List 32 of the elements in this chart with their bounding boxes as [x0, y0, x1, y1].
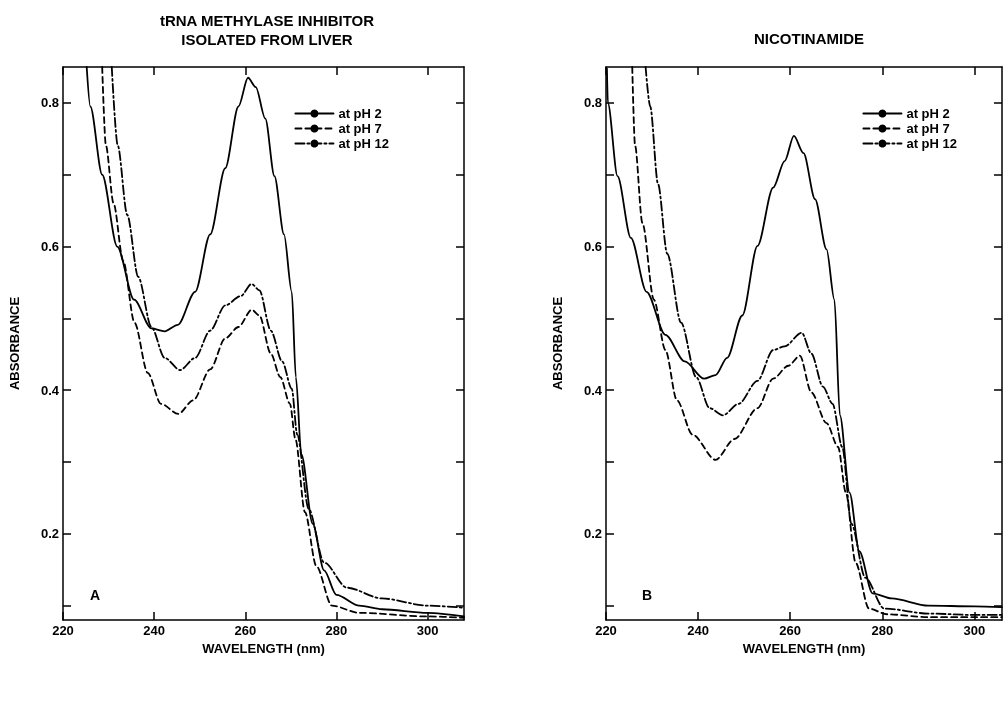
- chart-title: NICOTINAMIDE: [754, 30, 864, 47]
- y-axis-title: ABSORBANCE: [7, 296, 22, 391]
- x-axis-title: WAVELENGTH (nm): [202, 640, 325, 656]
- x-tick-label: 240: [687, 623, 709, 638]
- legend-label: at pH 7: [338, 121, 382, 136]
- y-tick-label: 0.2: [40, 526, 59, 542]
- y-tick-label: 0.6: [583, 239, 602, 255]
- x-tick-label: 300: [963, 623, 986, 638]
- y-tick-label: 0.2: [583, 526, 602, 542]
- legend-label: at pH 12: [906, 136, 958, 151]
- annotation: B: [642, 587, 653, 603]
- x-tick-label: 300: [416, 623, 439, 638]
- chart-title: tRNA METHYLASE INHIBITOR ISOLATED FROM LIVER: [159, 12, 375, 48]
- x-tick-label: 280: [325, 623, 348, 638]
- annotation: A: [90, 587, 101, 603]
- y-tick-label: 0.6: [40, 239, 59, 255]
- x-tick-label: 260: [234, 623, 257, 638]
- y-tick-label: 0.8: [40, 95, 59, 111]
- x-tick-label: 220: [52, 623, 74, 638]
- y-tick-label: 0.8: [583, 95, 602, 111]
- y-tick-label: 0.4: [583, 382, 603, 398]
- legend-label: at pH 2: [906, 106, 950, 121]
- y-axis-title: ABSORBANCE: [550, 296, 565, 391]
- y-tick-label: 0.4: [40, 382, 60, 398]
- legend-label: at pH 12: [338, 136, 390, 151]
- x-tick-label: 260: [779, 623, 802, 638]
- x-tick-label: 280: [871, 623, 894, 638]
- x-tick-label: 240: [143, 623, 165, 638]
- legend-label: at pH 7: [906, 121, 950, 136]
- x-axis-title: WAVELENGTH (nm): [742, 640, 866, 656]
- legend-label: at pH 2: [338, 106, 382, 121]
- x-tick-label: 220: [595, 623, 617, 638]
